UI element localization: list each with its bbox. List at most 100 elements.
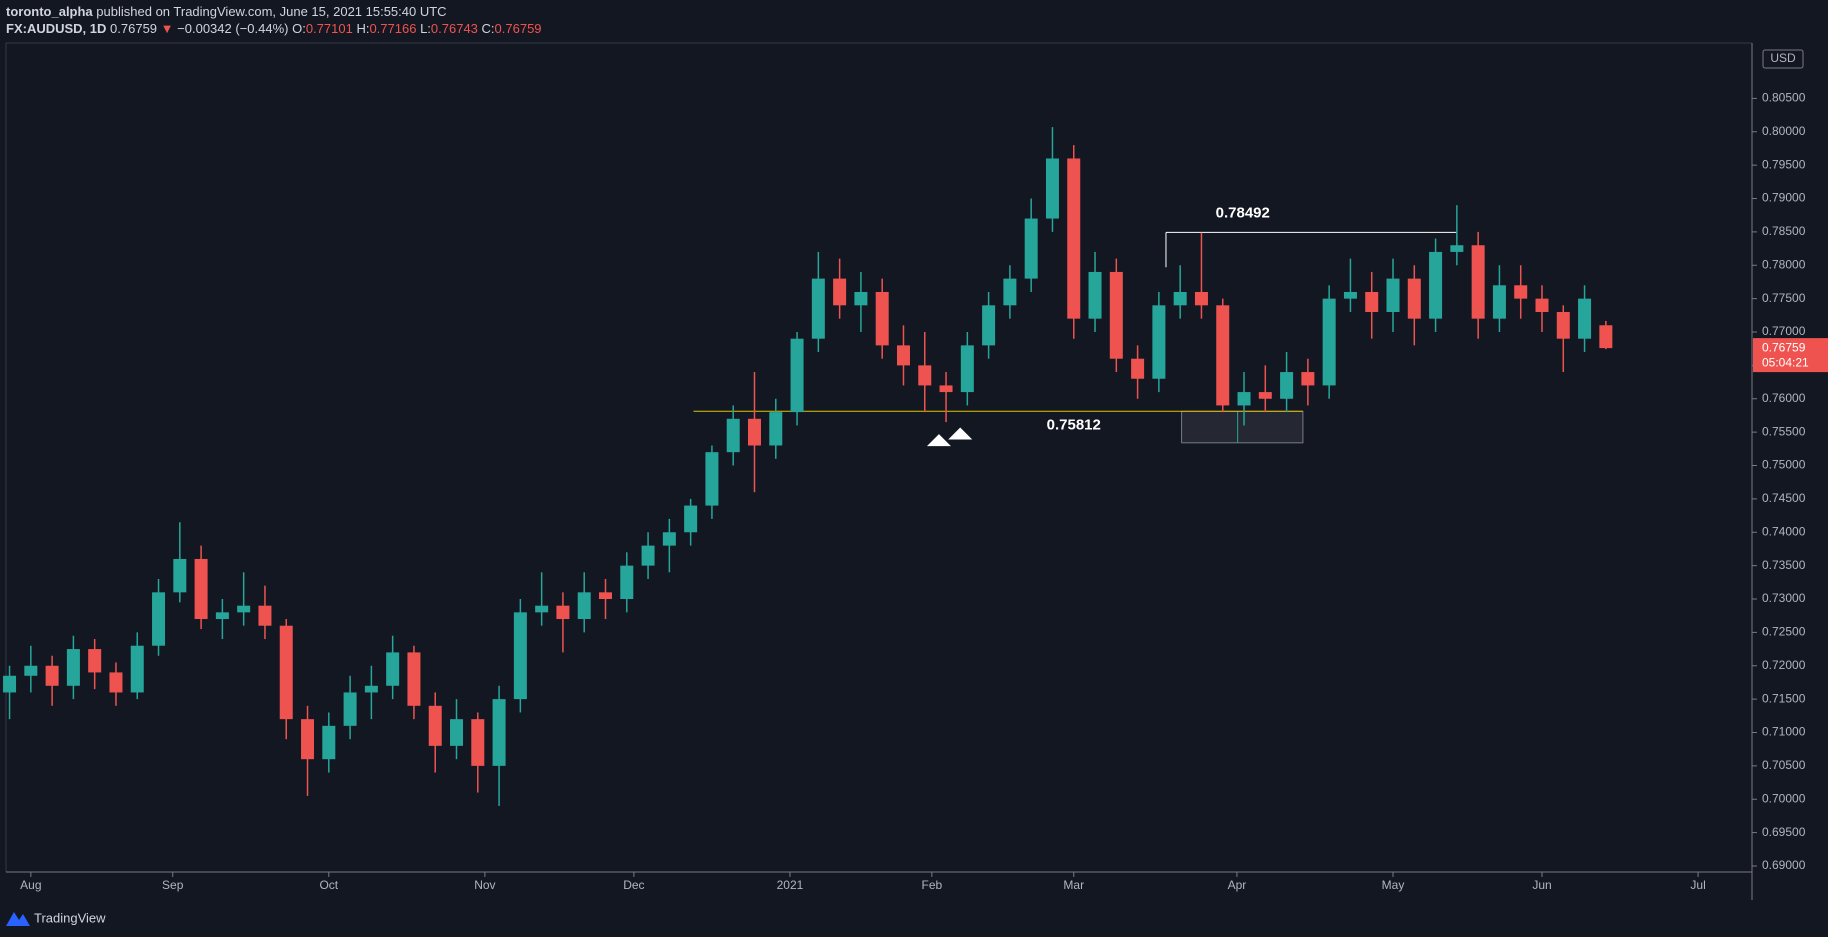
l-value: 0.76743 (431, 21, 478, 36)
y-tick-label: 0.80000 (1762, 124, 1806, 138)
candle-body (726, 418, 740, 453)
y-tick-label: 0.79000 (1762, 191, 1806, 205)
y-tick-label: 0.80500 (1762, 91, 1806, 105)
y-tick-label: 0.77000 (1762, 324, 1806, 338)
candle-body (854, 291, 868, 306)
down-arrow: ▼ (161, 21, 174, 36)
candle-body (875, 291, 889, 346)
h-label: H: (356, 21, 369, 36)
symbol-line: FX:AUDUSD, 1D 0.76759 ▼ −0.00342 (−0.44%… (6, 21, 542, 36)
candle-body (1280, 372, 1294, 399)
candle-body (1556, 311, 1570, 339)
candle-body (1194, 291, 1208, 306)
candle-body (24, 665, 38, 676)
candle-body (471, 719, 485, 766)
range-box (1181, 410, 1304, 444)
candle-body (364, 685, 378, 693)
candle-body (109, 672, 123, 693)
y-tick-label: 0.75500 (1762, 424, 1806, 438)
symbol: FX:AUDUSD, 1D (6, 21, 106, 36)
candle-body (1535, 298, 1549, 312)
candle-body (790, 338, 804, 413)
currency: USD (1770, 51, 1796, 65)
candle-body (152, 592, 166, 646)
y-tick-label: 0.75000 (1762, 458, 1806, 472)
brand-logo (6, 912, 30, 926)
candle-body (939, 385, 953, 393)
candle-body (1599, 325, 1613, 349)
l-label: L: (420, 21, 431, 36)
x-tick-label: May (1382, 878, 1405, 892)
y-tick-label: 0.74500 (1762, 491, 1806, 505)
candle-body (88, 649, 102, 673)
y-tick-label: 0.73000 (1762, 591, 1806, 605)
x-tick-label: Aug (20, 878, 41, 892)
o-value: 0.77101 (306, 21, 353, 36)
candle-body (662, 532, 676, 546)
candle-body (833, 278, 847, 306)
x-tick-label: Jun (1532, 878, 1551, 892)
countdown: 05:04:21 (1762, 355, 1809, 369)
y-tick-label: 0.70000 (1762, 791, 1806, 805)
last-price: 0.76759 (110, 21, 157, 36)
x-tick-label: Sep (162, 878, 184, 892)
y-tick-label: 0.79500 (1762, 157, 1806, 171)
candle-body (237, 605, 251, 613)
candle-body (1216, 305, 1230, 406)
candle-body (982, 305, 996, 346)
x-tick-label: Nov (474, 878, 495, 892)
arrow-marker (926, 434, 951, 447)
x-tick-label: Mar (1063, 878, 1084, 892)
candle-body (215, 612, 229, 620)
candle-body (1131, 358, 1145, 379)
y-tick-label: 0.69000 (1762, 858, 1806, 872)
x-tick-label: Jul (1690, 878, 1705, 892)
y-tick-label: 0.78000 (1762, 257, 1806, 271)
h-value: 0.77166 (369, 21, 416, 36)
y-tick-label: 0.74000 (1762, 524, 1806, 538)
candle-body (1152, 305, 1166, 379)
candle-body (1365, 291, 1379, 312)
c-label: C: (482, 21, 495, 36)
y-tick-label: 0.71000 (1762, 725, 1806, 739)
c-value: 0.76759 (495, 21, 542, 36)
candle-body (1258, 392, 1272, 399)
candle-body (1429, 251, 1443, 319)
y-tick-label: 0.72500 (1762, 625, 1806, 639)
candle-body (599, 592, 613, 600)
candle-body (896, 345, 910, 366)
candle-body (492, 699, 506, 766)
candle-body (1386, 278, 1400, 312)
candle-body (1322, 298, 1336, 386)
resistance-label: 0.78492 (1216, 204, 1270, 221)
candle-body (620, 565, 634, 600)
candle-body (343, 692, 357, 726)
candle-body (1237, 392, 1251, 406)
candle-body (960, 345, 974, 393)
x-tick-label: Oct (319, 878, 338, 892)
candle-body (407, 652, 421, 706)
candle-body (1067, 158, 1081, 319)
candle-body (1045, 158, 1059, 219)
candle-body (1407, 278, 1421, 319)
candle-body (1109, 271, 1123, 359)
candle-body (556, 605, 570, 620)
x-tick-label: Apr (1228, 878, 1247, 892)
candle-body (684, 505, 698, 533)
brand: TradingView (34, 910, 106, 925)
currency-badge[interactable] (1762, 49, 1804, 69)
support-label: 0.75812 (1047, 416, 1101, 433)
arrow-marker (948, 427, 973, 440)
y-tick-label: 0.69500 (1762, 825, 1806, 839)
author: toronto_alpha (6, 4, 93, 19)
candle-body (450, 719, 464, 746)
y-tick-label: 0.70500 (1762, 758, 1806, 772)
last-price-badge (1753, 338, 1828, 373)
candle-body (1088, 271, 1102, 319)
candle-body (1301, 372, 1315, 386)
candle-body (194, 558, 208, 620)
candle-body (66, 649, 80, 686)
candle-body (1471, 245, 1485, 319)
candle-body (279, 625, 293, 720)
